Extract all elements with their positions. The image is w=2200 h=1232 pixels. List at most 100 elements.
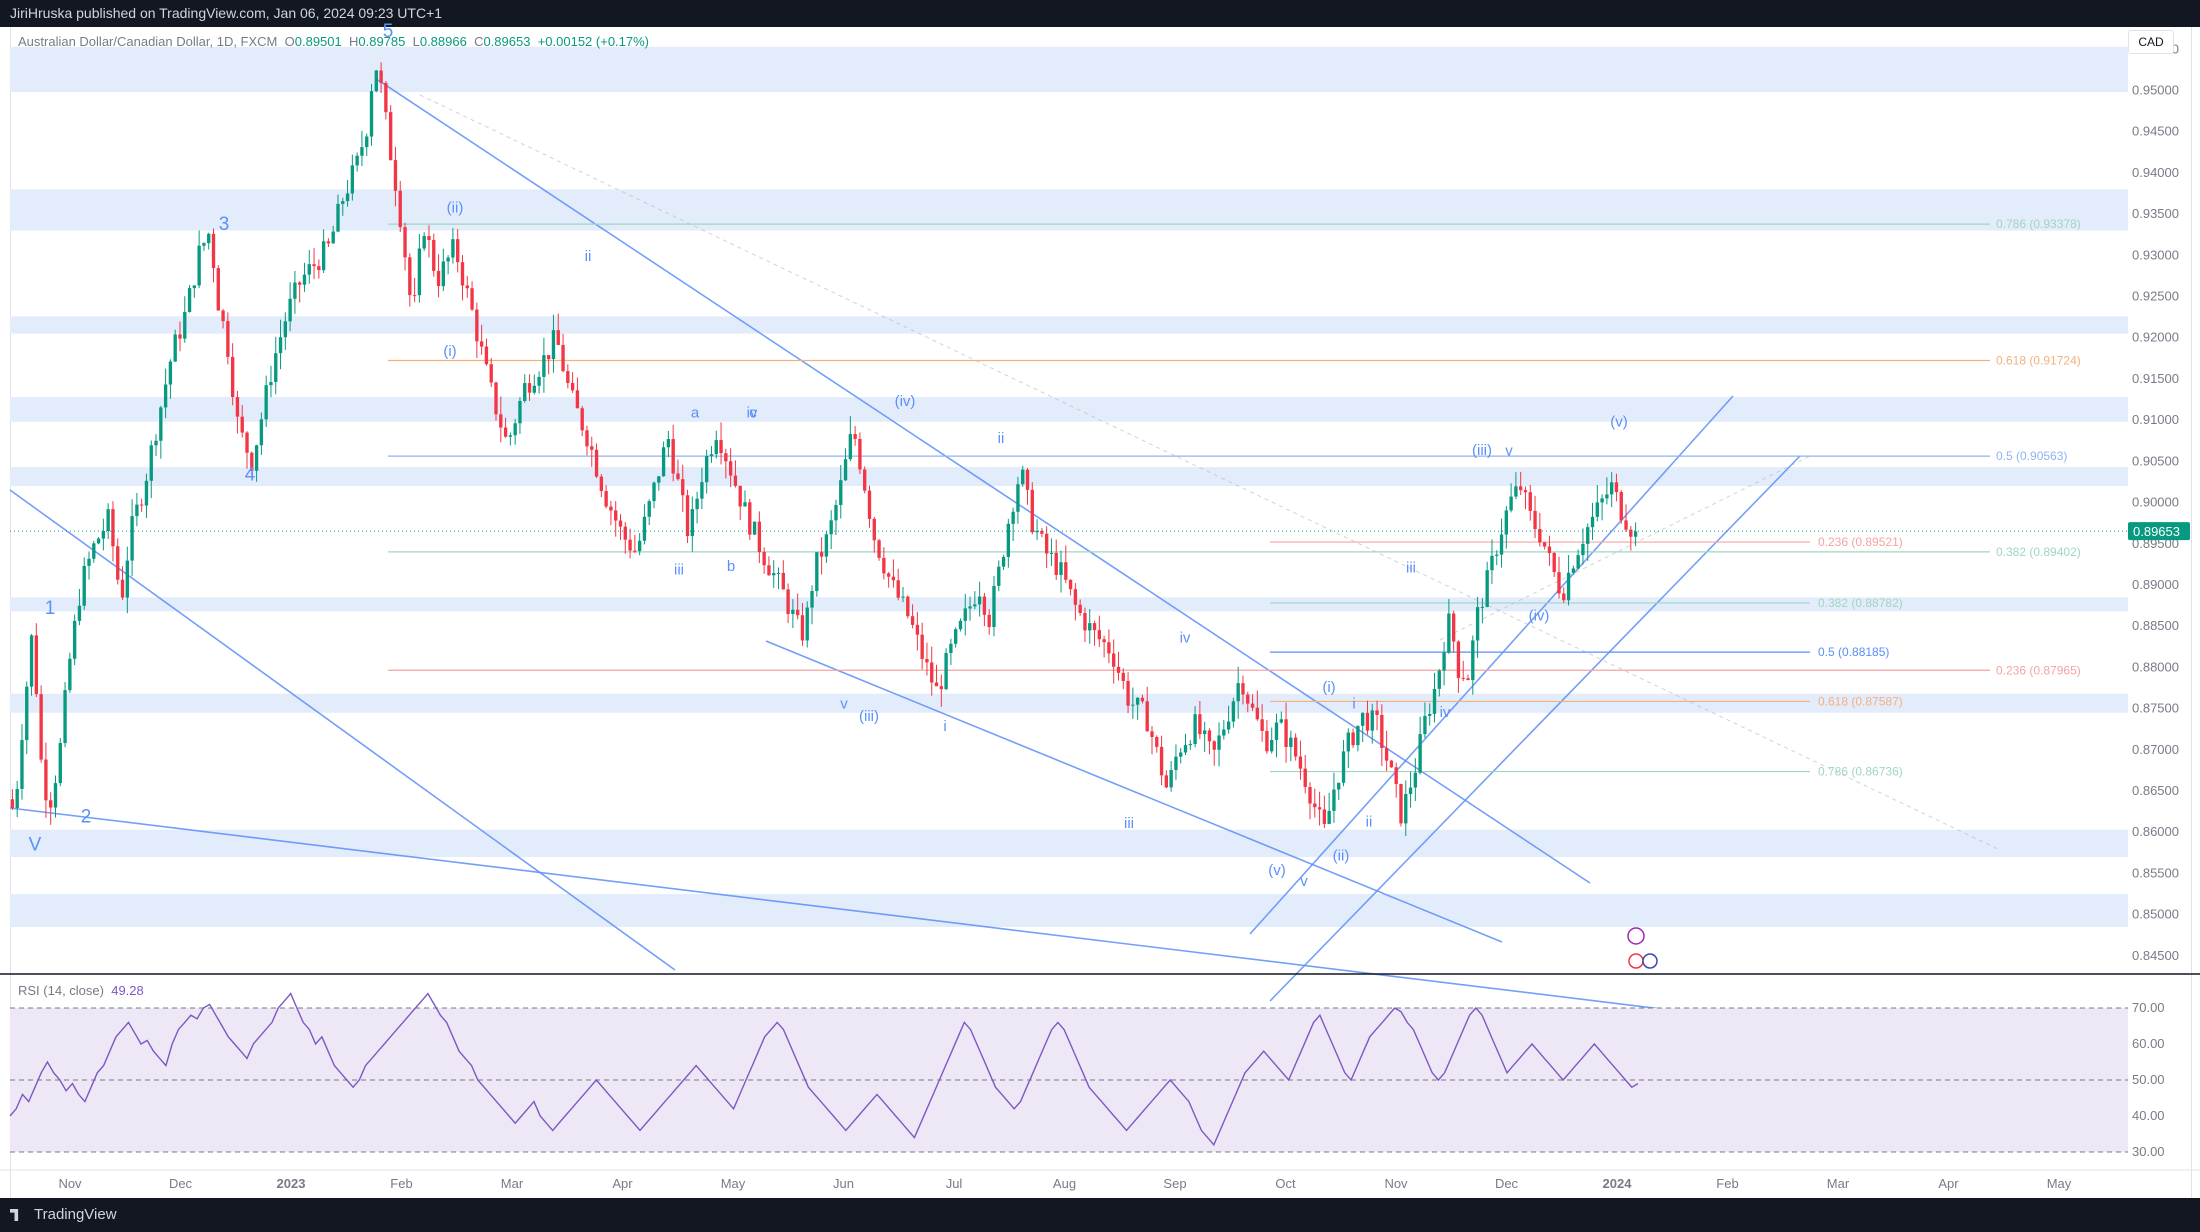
candle-body	[1021, 469, 1025, 485]
fib-level-label: 0.618 (0.91724)	[1996, 353, 2081, 367]
candle-body	[92, 543, 96, 559]
candle-body	[427, 236, 431, 241]
candle-body	[743, 502, 747, 507]
candle-body	[1308, 786, 1312, 804]
candle-body	[944, 653, 948, 690]
candle-body	[1519, 486, 1523, 491]
sr-zone	[10, 397, 2128, 422]
candle-body	[1404, 794, 1408, 824]
price-tick-label: 0.88500	[2132, 618, 2179, 633]
wave-label: (i)	[443, 343, 456, 360]
chart-frame	[10, 27, 2192, 1198]
candle-body	[144, 480, 149, 506]
candle-body	[1006, 523, 1011, 557]
candle-body	[221, 310, 225, 322]
candle-body	[772, 573, 776, 576]
candle-body	[1260, 719, 1264, 731]
candle-body	[1533, 510, 1537, 530]
candle-body	[752, 521, 757, 535]
candle-body	[676, 473, 680, 480]
candle-body	[623, 526, 627, 540]
time-tick-label: Apr	[612, 1176, 633, 1191]
candle-body	[10, 799, 15, 808]
time-tick-label: Feb	[390, 1176, 412, 1191]
candle-body	[355, 155, 359, 166]
candle-body	[1341, 751, 1346, 783]
candle-body	[374, 70, 378, 92]
candle-body	[748, 502, 752, 535]
candle-body	[920, 634, 924, 659]
candle-body	[1116, 666, 1121, 673]
candle-body	[556, 330, 560, 345]
candle-body	[159, 407, 163, 441]
candle-body	[149, 445, 153, 481]
candle-body	[705, 455, 709, 483]
candle-body	[1590, 516, 1595, 528]
candle-body	[992, 585, 996, 628]
candle-body	[1432, 688, 1437, 714]
candle-body	[15, 788, 19, 808]
candle-body	[1255, 707, 1260, 720]
candle-body	[518, 401, 522, 424]
candle-body	[671, 439, 675, 474]
candle-body	[72, 620, 77, 659]
candle-body	[925, 658, 929, 663]
wave-label: iv	[1180, 630, 1191, 647]
candle-body	[1605, 494, 1609, 499]
candle-body	[101, 531, 106, 539]
candle-body	[120, 579, 125, 598]
candle-body	[187, 288, 192, 313]
candle-body	[508, 435, 513, 437]
candle-body	[1279, 719, 1283, 723]
trendline	[1269, 455, 1801, 1002]
candle-body	[882, 557, 886, 574]
rsi-legend: RSI (14, close) 49.28	[18, 983, 144, 998]
tradingview-logo[interactable]: TradingView	[10, 1198, 117, 1232]
close-value: 0.89653	[483, 34, 531, 49]
price-tick-label: 0.87500	[2132, 701, 2179, 716]
candle-body	[843, 459, 848, 481]
candle-body	[1327, 810, 1331, 824]
wave-label: (i)	[1322, 679, 1335, 696]
candle-body	[1557, 572, 1561, 594]
candle-body	[130, 516, 134, 561]
candle-body	[657, 476, 661, 483]
candle-body	[815, 552, 819, 591]
candle-body	[1389, 760, 1394, 768]
price-tick-label: 0.90000	[2132, 495, 2179, 510]
candle-body	[724, 453, 728, 462]
candle-body	[1102, 639, 1106, 643]
candle-body	[298, 282, 302, 285]
last-price-tag	[2128, 522, 2190, 541]
candle-body	[1384, 748, 1389, 761]
candle-body	[1313, 803, 1317, 808]
candle-body	[226, 321, 230, 357]
candle-body	[1001, 556, 1006, 567]
candle-body	[503, 427, 508, 437]
candle-body	[523, 383, 527, 402]
candle-body	[1226, 721, 1231, 730]
candle-body	[781, 572, 785, 590]
candle-body	[230, 356, 235, 398]
candle-body	[867, 490, 872, 519]
candle-body	[1097, 630, 1101, 640]
candles	[10, 62, 1638, 836]
candle-body	[1126, 680, 1130, 706]
candle-body	[949, 643, 953, 654]
candle-body	[321, 241, 326, 271]
candle-body	[125, 560, 129, 598]
candle-body	[1370, 710, 1374, 731]
candle-body	[1107, 642, 1111, 654]
price-tick-label: 0.87000	[2132, 742, 2179, 757]
candle-body	[422, 236, 426, 249]
candle-body	[1471, 640, 1475, 681]
candle-body	[590, 446, 594, 450]
rsi-line	[9, 992, 1639, 1147]
wave-label: iv	[747, 405, 758, 422]
currency-selector[interactable]: CAD	[2128, 30, 2174, 54]
candle-body	[178, 334, 182, 339]
high-label: H	[348, 34, 359, 49]
candle-body	[259, 419, 264, 446]
time-tick-label: May	[2047, 1176, 2072, 1191]
